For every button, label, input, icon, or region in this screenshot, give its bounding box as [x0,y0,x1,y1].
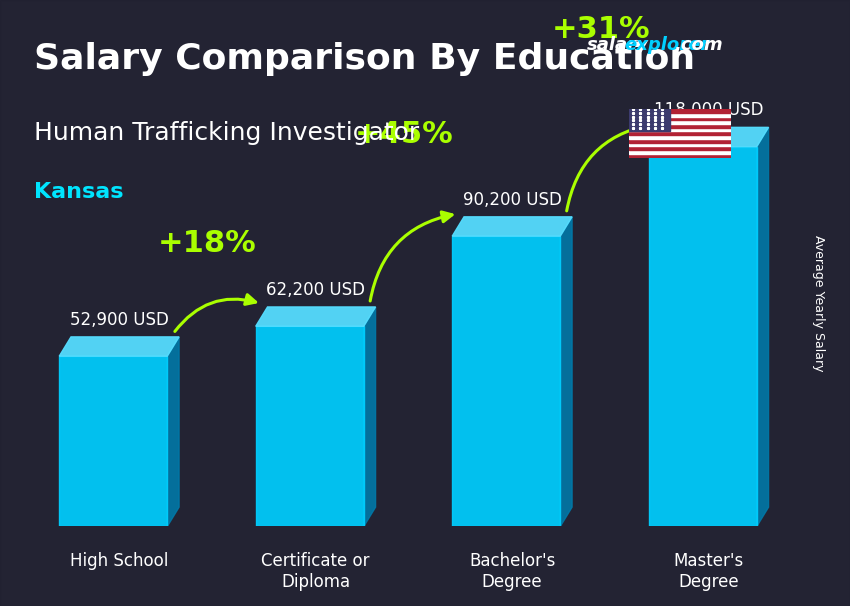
Text: Average Yearly Salary: Average Yearly Salary [812,235,824,371]
Bar [60,356,167,527]
Bar [629,150,731,154]
Text: 118,000 USD: 118,000 USD [654,101,763,119]
Text: 90,200 USD: 90,200 USD [462,191,562,209]
Polygon shape [560,217,572,527]
Bar [452,236,560,527]
Text: Human Trafficking Investigator: Human Trafficking Investigator [34,121,419,145]
Bar [629,120,731,124]
Text: .com: .com [674,36,722,55]
Text: Bachelor's
Degree: Bachelor's Degree [469,552,555,591]
Bar [629,124,731,128]
Polygon shape [167,337,179,527]
Bar [629,113,731,116]
Polygon shape [649,127,768,147]
Text: Salary Comparison By Education: Salary Comparison By Education [34,42,695,76]
Bar [629,142,731,147]
Text: +45%: +45% [354,120,453,149]
Bar [629,154,731,158]
Bar [629,116,731,120]
Text: High School: High School [70,552,168,570]
Polygon shape [756,127,768,527]
Bar [629,128,731,132]
Text: +18%: +18% [158,229,257,258]
Text: Kansas: Kansas [34,182,123,202]
Bar [629,139,731,142]
Text: explorer: explorer [625,36,710,55]
Bar [629,132,731,135]
Text: 62,200 USD: 62,200 USD [266,281,366,299]
Bar [629,109,670,132]
Bar [629,135,731,139]
Text: Master's
Degree: Master's Degree [673,552,744,591]
Text: 52,900 USD: 52,900 USD [70,311,168,329]
Text: salary: salary [586,36,649,55]
Polygon shape [256,307,376,326]
Bar [629,109,731,113]
Polygon shape [364,307,376,527]
Text: +31%: +31% [552,15,650,44]
Bar [649,147,756,527]
Polygon shape [452,217,572,236]
Bar [629,147,731,150]
Text: Certificate or
Diploma: Certificate or Diploma [262,552,370,591]
Bar [256,326,364,527]
Polygon shape [60,337,179,356]
